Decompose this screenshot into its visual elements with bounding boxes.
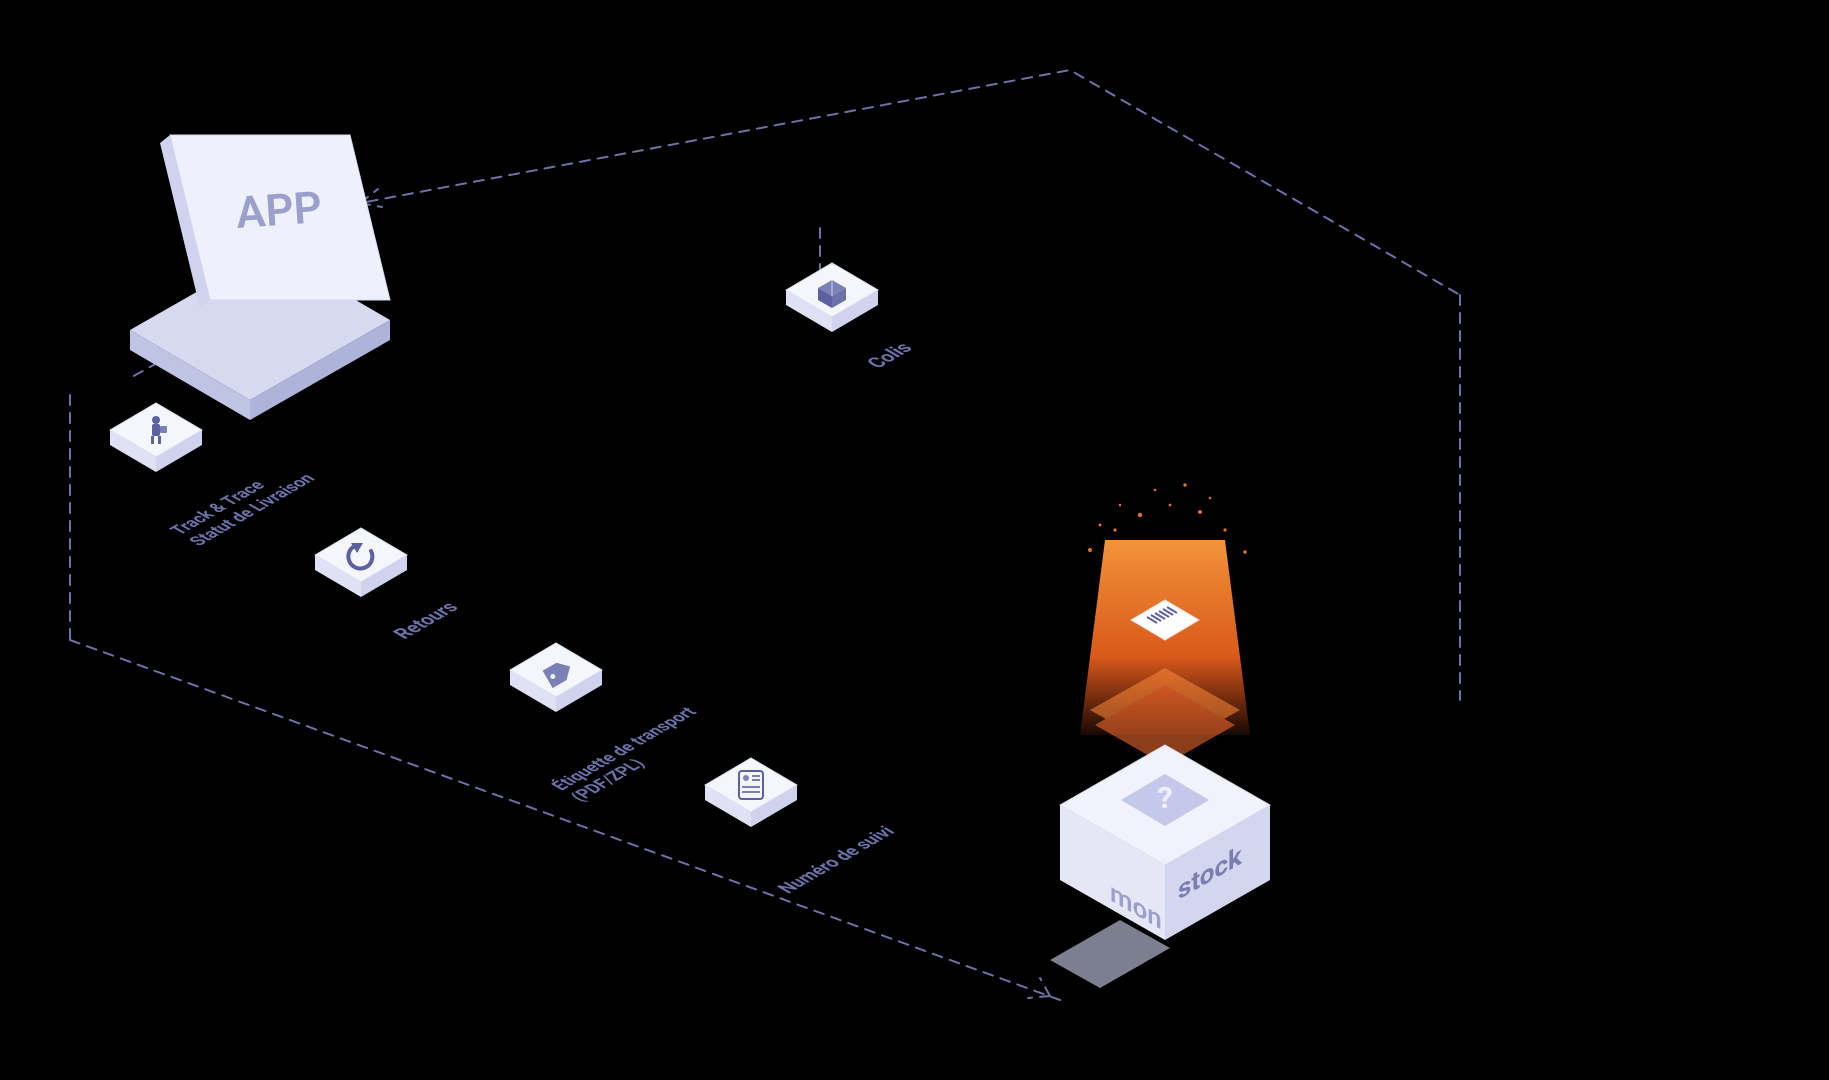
- diagram-stage: { "diagram": { "type": "flowchart", "bac…: [0, 0, 1829, 1080]
- node-colis: [786, 263, 878, 332]
- node-suivi: [705, 758, 797, 827]
- node-retours: [315, 528, 407, 597]
- node-etiquette: [510, 643, 602, 712]
- monstock-top-label: ?: [1157, 781, 1172, 816]
- node-track: [110, 403, 202, 472]
- diagram-svg: APP: [0, 0, 1829, 1080]
- monstock-block: ? mon stock: [1050, 483, 1270, 988]
- document-icon: [739, 771, 763, 799]
- app-block: APP: [130, 135, 390, 420]
- app-label: APP: [234, 181, 323, 239]
